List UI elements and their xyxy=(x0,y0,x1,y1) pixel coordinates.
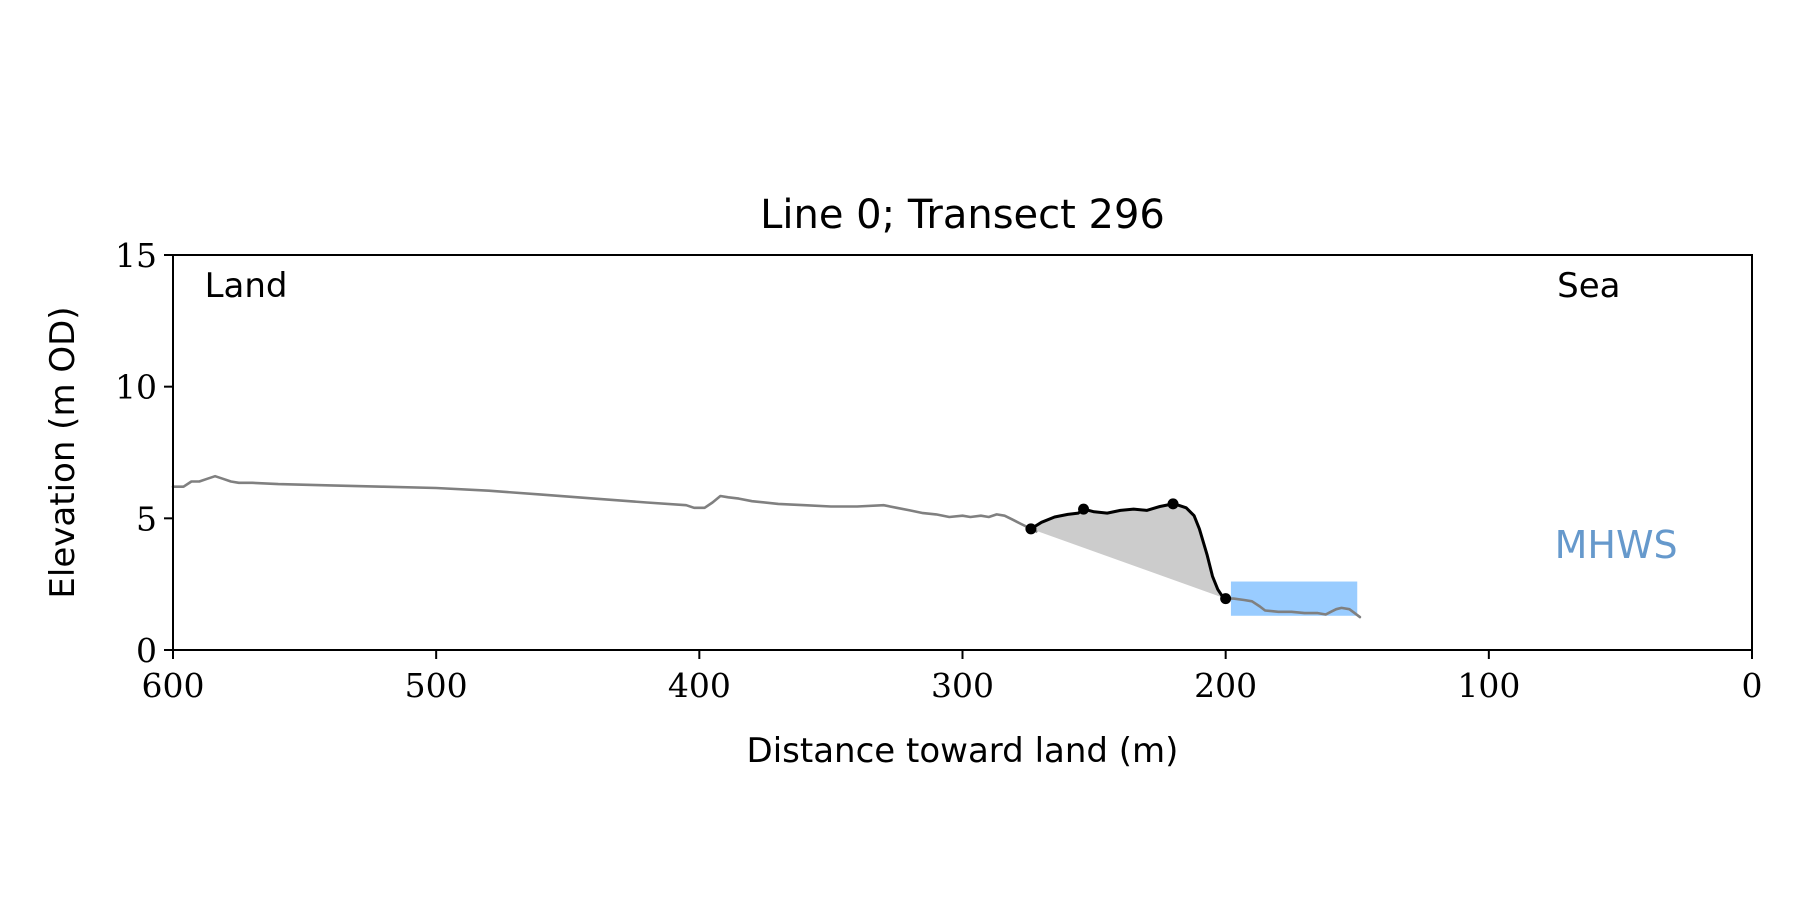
dune-point-1 xyxy=(1078,503,1090,515)
x-axis-label: Distance toward land (m) xyxy=(747,731,1179,771)
annotation-land: Land xyxy=(205,266,288,306)
mhws-band xyxy=(1230,581,1358,616)
annotation-mhws: MHWS xyxy=(1555,523,1678,567)
dune-point-0 xyxy=(1025,523,1037,535)
x-tick-label-5: 100 xyxy=(1457,666,1520,705)
profile-line-0 xyxy=(171,474,1038,533)
dune-volume-fill xyxy=(1030,503,1226,599)
y-tick-label-0: 0 xyxy=(136,631,157,670)
dune-point-3 xyxy=(1220,593,1232,605)
plot-frame xyxy=(172,254,1753,651)
x-tick-label-6: 0 xyxy=(1742,666,1763,705)
x-tick-label-3: 300 xyxy=(931,666,994,705)
y-tick-label-3: 15 xyxy=(115,236,157,275)
x-tick-label-2: 400 xyxy=(668,666,731,705)
x-tick-label-4: 200 xyxy=(1194,666,1257,705)
x-tick-label-0: 600 xyxy=(142,666,205,705)
y-tick-label-1: 5 xyxy=(136,499,157,538)
profile-line-1 xyxy=(1224,597,1362,619)
y-tick-label-2: 10 xyxy=(115,368,157,407)
y-axis-label: Elevation (m OD) xyxy=(43,306,83,598)
chart-title: Line 0; Transect 296 xyxy=(760,192,1165,238)
dune-point-2 xyxy=(1167,498,1179,510)
x-tick-label-1: 500 xyxy=(405,666,468,705)
dune-line xyxy=(1029,502,1228,601)
annotation-sea: Sea xyxy=(1557,266,1620,306)
